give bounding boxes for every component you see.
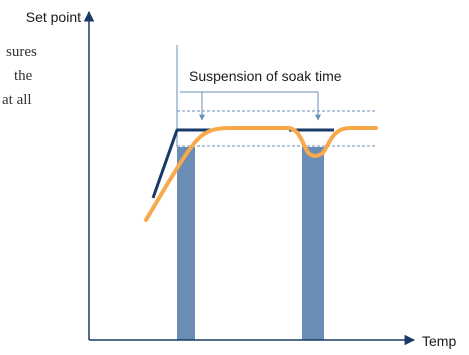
soak-bar-1 xyxy=(177,147,195,340)
process-value-curve xyxy=(144,126,378,222)
suspension-label: Suspension of soak time xyxy=(189,68,342,84)
body-text-line-1: sures xyxy=(6,44,37,60)
y-axis-label: Set point xyxy=(26,9,81,25)
soak-bar-2 xyxy=(302,147,324,340)
suspension-bracket xyxy=(180,91,321,121)
x-axis-label: Temp xyxy=(422,333,456,349)
body-text-line-2: the xyxy=(14,68,33,84)
setpoint-ramp-line xyxy=(151,128,211,199)
body-text-line-3: at all xyxy=(2,92,32,108)
